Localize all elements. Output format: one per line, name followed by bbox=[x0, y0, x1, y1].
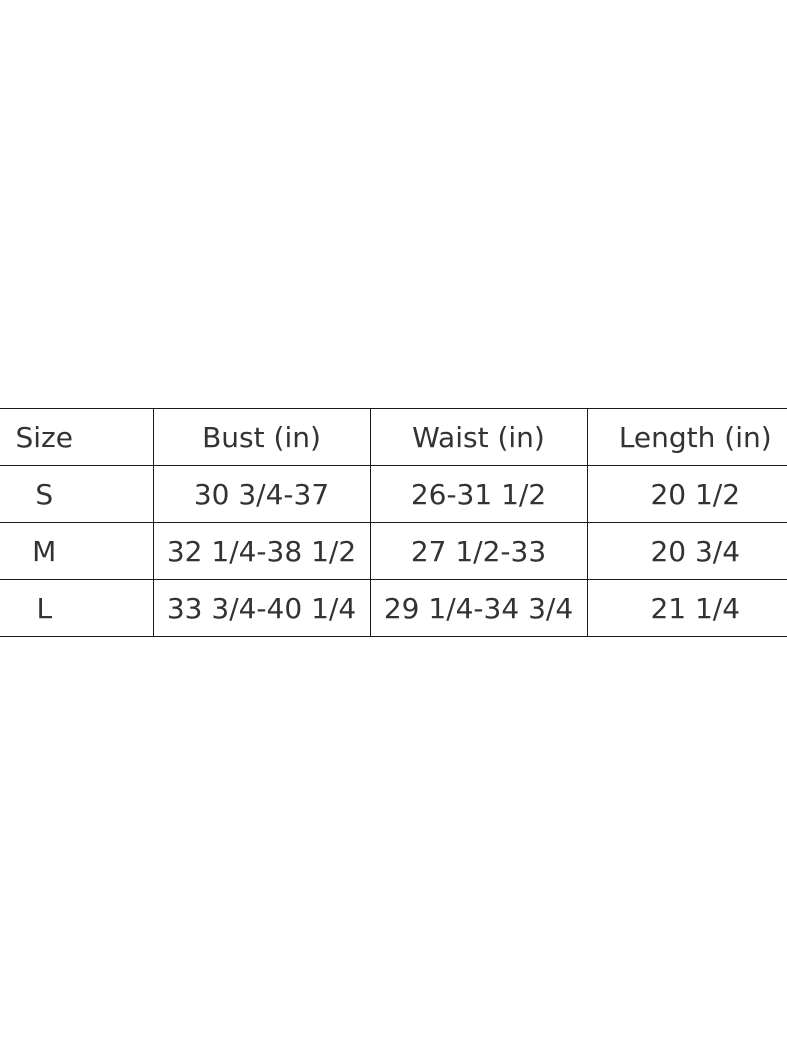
cell-bust: 33 3/4-40 1/4 bbox=[152, 579, 371, 637]
header-size: Size bbox=[0, 408, 154, 466]
cell-length: 20 3/4 bbox=[586, 522, 787, 580]
size-chart-table: Size Bust (in) Waist (in) Length (in) S … bbox=[0, 408, 787, 637]
table-row: L 33 3/4-40 1/4 29 1/4-34 3/4 21 1/4 bbox=[0, 579, 787, 637]
header-row: Size Bust (in) Waist (in) Length (in) bbox=[0, 408, 787, 466]
cell-size: L bbox=[0, 579, 154, 637]
cell-size: S bbox=[0, 465, 154, 523]
table-row: M 32 1/4-38 1/2 27 1/2-33 20 3/4 bbox=[0, 522, 787, 580]
header-waist: Waist (in) bbox=[369, 408, 588, 466]
cell-waist: 29 1/4-34 3/4 bbox=[369, 579, 588, 637]
cell-length: 21 1/4 bbox=[586, 579, 787, 637]
header-length: Length (in) bbox=[586, 408, 787, 466]
cell-bust: 30 3/4-37 bbox=[152, 465, 371, 523]
cell-waist: 26-31 1/2 bbox=[369, 465, 588, 523]
cell-length: 20 1/2 bbox=[586, 465, 787, 523]
cell-size: M bbox=[0, 522, 154, 580]
cell-bust: 32 1/4-38 1/2 bbox=[152, 522, 371, 580]
table-row: S 30 3/4-37 26-31 1/2 20 1/2 bbox=[0, 465, 787, 523]
header-bust: Bust (in) bbox=[152, 408, 371, 466]
cell-waist: 27 1/2-33 bbox=[369, 522, 588, 580]
